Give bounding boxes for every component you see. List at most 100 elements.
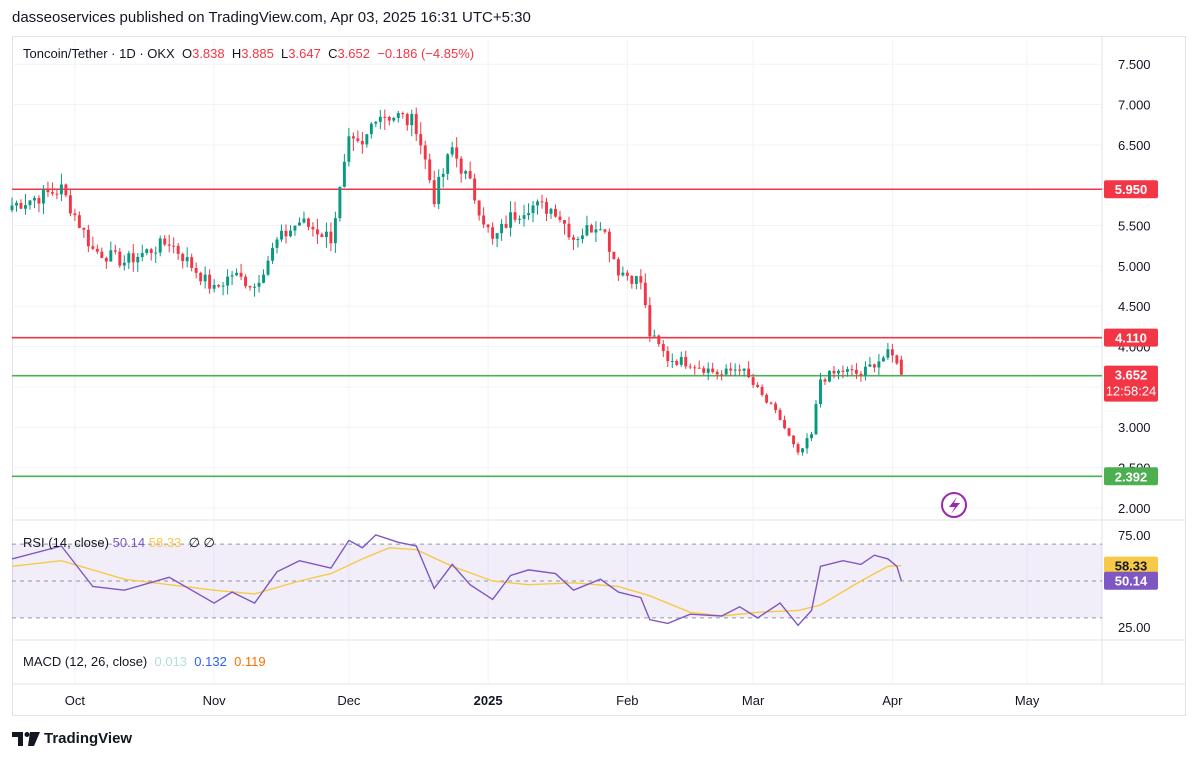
candle-body [706, 368, 710, 373]
candle-body [778, 410, 782, 420]
candle-body [724, 368, 728, 375]
candle-body [320, 234, 324, 238]
brand-name: TradingView [44, 730, 133, 747]
candle-body [77, 215, 81, 228]
candle-body [455, 147, 459, 159]
candle-body [473, 178, 477, 201]
rsi-ma-value: 58.33 [148, 535, 182, 550]
level-label-box [1104, 180, 1158, 199]
candle-body [338, 186, 342, 219]
candle-body [527, 213, 531, 216]
candle-body [113, 250, 117, 252]
high-label: H [231, 46, 242, 61]
candle-body [783, 419, 787, 429]
candle-body [729, 368, 733, 371]
candle-body [32, 197, 36, 201]
candle-body [464, 171, 468, 174]
candle-body [226, 276, 230, 286]
candle-body [109, 250, 113, 262]
candle-body [347, 136, 351, 162]
candle-body [576, 239, 580, 241]
lightning-icon[interactable] [941, 492, 967, 518]
candle-body [176, 245, 180, 254]
candle-body [50, 192, 54, 194]
candle-body [450, 147, 454, 155]
candle-body [46, 188, 50, 193]
last-price-box [1104, 365, 1158, 402]
candle-body [482, 215, 486, 225]
candles [10, 107, 903, 456]
candle-body [639, 276, 643, 283]
candle-body [845, 369, 849, 372]
time-axis: Oct Nov Dec 2025 Feb Mar Apr May [65, 693, 1040, 708]
candle-body [823, 379, 827, 382]
candle-body [55, 193, 59, 195]
candle-body [396, 113, 400, 118]
candle-body [697, 367, 701, 369]
candle-body [688, 366, 692, 368]
candle-body [585, 225, 589, 236]
price-tick-label: 2.000 [1118, 501, 1151, 516]
symbol-title[interactable]: Toncoin/Tether · 1D · OKX [23, 46, 175, 61]
candle-body [765, 394, 769, 403]
candle-body [172, 245, 176, 247]
candle-body [221, 285, 225, 287]
candle-body [284, 230, 288, 237]
candle-body [73, 213, 77, 216]
tradingview-logo-icon [12, 731, 40, 746]
level-lines [12, 188, 1102, 478]
candle-body [863, 366, 867, 376]
time-tick-label: Feb [616, 693, 638, 708]
candle-body [545, 201, 548, 214]
level-label: 4.110 [1115, 331, 1147, 346]
candle-body [136, 256, 140, 263]
time-tick-label: 2025 [474, 693, 503, 708]
candle-body [810, 434, 813, 439]
candle-body [805, 438, 809, 449]
candle-body [796, 444, 800, 453]
candle-body [877, 361, 881, 368]
candle-body [612, 251, 616, 260]
candle-body [634, 276, 638, 284]
candle-body [819, 379, 822, 405]
candle-body [522, 215, 526, 219]
candle-body [410, 113, 414, 126]
candle-body [37, 197, 41, 204]
candle-body [500, 223, 504, 234]
candle-body [558, 216, 562, 220]
candle-body [208, 274, 212, 289]
candle-body [828, 370, 831, 382]
candle-body [64, 184, 68, 196]
candle-body [24, 205, 27, 209]
candle-body [167, 244, 171, 246]
candle-body [747, 368, 751, 378]
candle-body [41, 188, 45, 204]
candle-body [329, 231, 333, 244]
macd-title[interactable]: MACD (12, 26, close) [23, 654, 148, 669]
candle-body [850, 369, 854, 371]
candle-body [86, 229, 90, 247]
macd-legend: MACD (12, 26, close) 0.013 0.132 0.119 [23, 654, 266, 669]
candle-body [625, 272, 629, 276]
candle-body [401, 113, 405, 115]
candle-body [756, 384, 760, 387]
time-tick-label: Dec [337, 693, 361, 708]
candle-body [419, 134, 423, 146]
close-value: 3.652 [337, 46, 370, 61]
last-price-label: 3.652 [1115, 368, 1148, 383]
footer-brand[interactable]: TradingView [12, 730, 132, 747]
candle-body [437, 176, 441, 205]
candle-body [257, 282, 261, 287]
price-tick-label: 7.000 [1118, 98, 1151, 113]
time-tick-label: Oct [65, 693, 86, 708]
candle-body [28, 200, 32, 206]
candle-body [230, 275, 234, 277]
candle-body [549, 208, 553, 214]
rsi-title[interactable]: RSI (14, close) [23, 535, 109, 550]
candle-body [405, 114, 409, 126]
level-label: 5.950 [1115, 182, 1148, 197]
level-label: 2.392 [1115, 469, 1148, 484]
time-tick-label: Nov [203, 693, 227, 708]
candle-body [518, 218, 522, 220]
